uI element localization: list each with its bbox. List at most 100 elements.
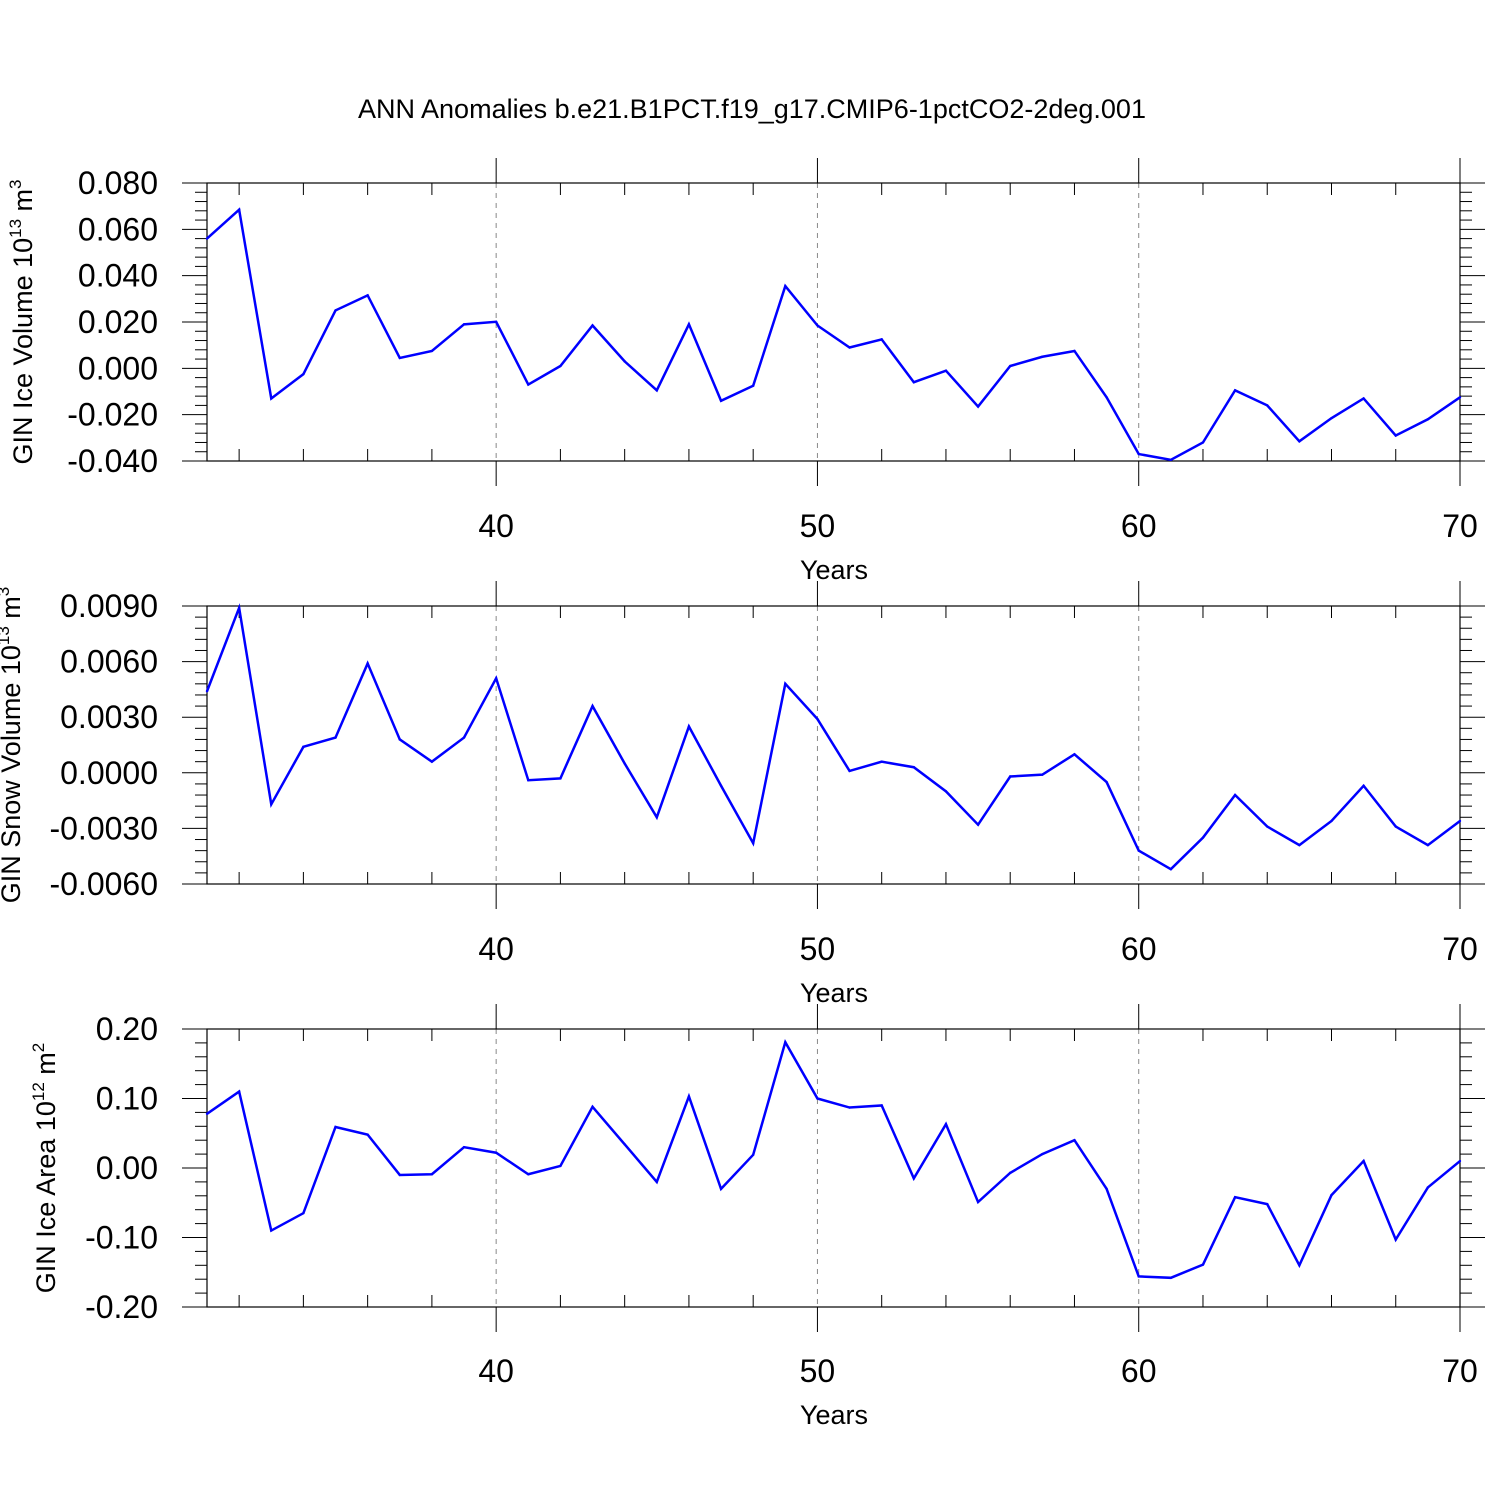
data-point xyxy=(687,1095,691,1098)
data-point xyxy=(1105,396,1108,399)
y-tick-label: -0.20 xyxy=(85,1289,158,1325)
data-point xyxy=(623,360,626,363)
data-point xyxy=(430,1173,434,1176)
data-point xyxy=(366,294,369,297)
data-point xyxy=(655,389,658,392)
data-point xyxy=(462,323,466,326)
data-point xyxy=(751,1153,755,1156)
data-point xyxy=(302,372,305,376)
data-point xyxy=(1137,849,1140,852)
data-point xyxy=(398,1173,401,1177)
data-point xyxy=(1362,1159,1365,1163)
data-point xyxy=(1073,1139,1076,1142)
data-point xyxy=(1073,753,1076,756)
panel-2: 40 50 60 70 -0.0060 -0.0030 0.0000 0.0030 0.0060… xyxy=(0,581,1485,1008)
y-tick-label: 0.0090 xyxy=(60,588,158,624)
data-point xyxy=(1458,396,1462,399)
data-point xyxy=(1362,397,1365,400)
data-point xyxy=(751,384,755,387)
data-point xyxy=(655,1180,658,1184)
data-point xyxy=(1362,784,1365,787)
y-axis-title-unit-exponent: 3 xyxy=(6,179,25,188)
data-point xyxy=(1266,825,1269,828)
data-point xyxy=(270,1229,273,1232)
data-point xyxy=(912,1177,916,1180)
data-point xyxy=(751,842,755,845)
data-point xyxy=(1009,1171,1012,1175)
x-tick-label: 60 xyxy=(1121,508,1157,544)
data-point xyxy=(944,790,948,793)
data-point xyxy=(1426,418,1430,421)
y-axis-title-unit: m xyxy=(31,1052,61,1082)
data-point xyxy=(1298,843,1301,847)
panel-1: 40 50 60 70 -0.040 -0.020 0.000 0.020 0.040 0.060… xyxy=(6,158,1485,585)
data-point xyxy=(1426,843,1430,847)
data-point xyxy=(527,779,530,782)
data-point xyxy=(1298,1264,1301,1267)
x-axis-title: Years xyxy=(800,978,868,1008)
y-tick-label: -0.0030 xyxy=(49,810,158,846)
y-axis-title-exponent: 13 xyxy=(0,626,13,645)
plot-frame xyxy=(206,182,1461,462)
data-point xyxy=(494,677,498,680)
data-point xyxy=(591,324,594,327)
data-point xyxy=(1394,825,1397,828)
data-point xyxy=(1266,1202,1269,1206)
data-point xyxy=(1201,1263,1205,1266)
x-tick-label: 60 xyxy=(1121,1353,1157,1389)
data-point xyxy=(1426,1186,1430,1189)
data-point xyxy=(784,1041,787,1044)
y-axis-title-unit: m xyxy=(8,189,38,219)
data-point xyxy=(462,1145,466,1149)
y-tick-label: 0.020 xyxy=(78,304,158,340)
series-line xyxy=(206,207,1461,462)
data-point xyxy=(944,369,948,372)
data-point xyxy=(1105,1187,1108,1191)
data-point xyxy=(430,349,434,353)
y-axis-title-unit-exponent: 3 xyxy=(0,587,13,596)
data-point xyxy=(816,324,819,327)
data-point xyxy=(1233,1195,1237,1199)
data-point xyxy=(559,1164,562,1168)
y-axis-title-unit-exponent: 2 xyxy=(29,1043,48,1052)
data-point xyxy=(494,1151,498,1154)
data-point xyxy=(623,762,626,765)
data-point xyxy=(848,1106,851,1109)
data-point xyxy=(302,1211,305,1215)
data-point xyxy=(1009,364,1012,368)
data-point xyxy=(205,1112,209,1115)
data-point xyxy=(237,208,241,211)
panels: 40 50 60 70 -0.040 -0.020 0.000 0.020 0.040 0.060… xyxy=(0,158,1485,1430)
data-point xyxy=(205,237,209,240)
data-point xyxy=(719,784,723,787)
x-tick-label: 40 xyxy=(478,1353,514,1389)
y-axis-title-text: GIN Ice Volume 10 xyxy=(8,238,38,465)
y-tick-label: 0.0000 xyxy=(60,755,158,791)
data-point xyxy=(1041,773,1044,776)
plot-frame xyxy=(206,605,1461,885)
y-tick-label: 0.080 xyxy=(78,165,158,201)
y-axis-title: GIN Snow Volume 1013 m3 xyxy=(0,587,26,904)
data-point xyxy=(976,1200,980,1204)
y-tick-label: -0.020 xyxy=(67,397,158,433)
data-point xyxy=(1105,780,1108,784)
data-point xyxy=(205,690,209,693)
data-point xyxy=(1137,1275,1140,1278)
data-point xyxy=(1137,452,1140,456)
x-tick-label: 50 xyxy=(800,931,836,967)
data-point xyxy=(366,662,369,665)
x-tick-label: 40 xyxy=(478,508,514,544)
x-tick-label: 70 xyxy=(1442,1353,1478,1389)
x-axis-title: Years xyxy=(800,555,868,585)
data-point xyxy=(1330,416,1333,420)
y-axis-title: GIN Ice Volume 1013 m3 xyxy=(6,179,38,464)
data-point xyxy=(912,766,916,769)
data-point xyxy=(1169,867,1173,871)
data-point xyxy=(816,1097,819,1100)
data-point xyxy=(494,320,498,323)
panel-3: 40 50 60 70 -0.20 -0.10 0.00 0.10 0.20 Years GIN I… xyxy=(29,1004,1485,1430)
y-axis-title-exponent: 12 xyxy=(29,1082,48,1101)
data-point xyxy=(462,736,466,739)
data-point xyxy=(1201,441,1205,444)
